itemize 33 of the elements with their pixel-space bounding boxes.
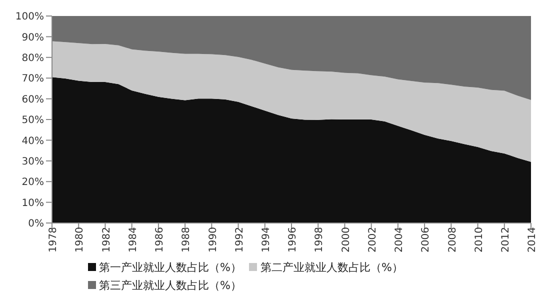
x-tick-label: 1994: [260, 227, 272, 252]
y-tick-label: 0%: [28, 218, 44, 230]
y-tick-label: 10%: [22, 198, 44, 209]
x-tick-label: 1988: [181, 227, 192, 252]
x-tick-label: 2006: [420, 227, 432, 252]
x-tick-label: 1980: [74, 227, 86, 252]
y-tick-label: 70%: [22, 74, 44, 85]
x-tick-label: 2014: [527, 227, 538, 252]
y-tick-label: 30%: [22, 156, 44, 168]
x-tick-label: 2004: [394, 227, 406, 252]
x-tick-label: 1992: [234, 227, 246, 252]
x-tick-label: 2010: [474, 227, 485, 252]
legend-label: 第二产业就业人数占比（%）: [259, 260, 403, 276]
x-tick-label: 1978: [48, 227, 60, 252]
x-tick-label: 2000: [340, 227, 352, 252]
x-tick-label: 2008: [447, 227, 458, 252]
y-tick-label: 100%: [15, 12, 44, 23]
legend-label: 第三产业就业人数占比（%）: [98, 278, 242, 294]
x-tick-label: 1990: [208, 227, 219, 252]
x-tick-label: 1982: [101, 227, 112, 252]
x-tick-label: 1998: [314, 227, 326, 252]
y-tick-label: 40%: [22, 136, 44, 147]
y-tick-label: 50%: [22, 115, 44, 126]
y-tick-label: 80%: [22, 52, 44, 64]
x-tick-label: 1996: [288, 227, 299, 252]
x-tick-label: 2012: [500, 227, 512, 252]
x-tick-label: 1984: [128, 227, 139, 252]
y-tick-label: 60%: [22, 94, 44, 106]
x-tick-label: 2002: [367, 227, 378, 252]
x-tick-label: 1986: [154, 227, 166, 252]
legend-label: 第一产业就业人数占比（%）: [98, 260, 242, 276]
y-tick-label: 90%: [22, 32, 44, 44]
y-tick-label: 20%: [22, 177, 44, 188]
